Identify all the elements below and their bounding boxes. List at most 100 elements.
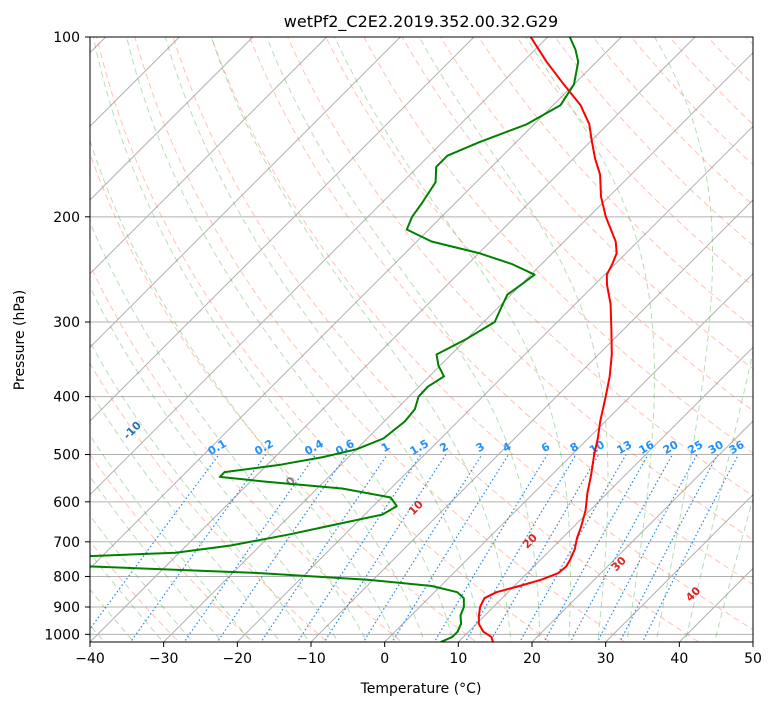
x-axis-label: Temperature (°C) [360,681,482,697]
dry-adiabat [630,37,753,166]
mixing-ratio-line [619,454,719,642]
x-tick-label: 0 [380,651,389,667]
mixing-ratio-line [260,454,388,642]
x-tick-label: 20 [523,651,541,667]
y-tick-label: 100 [53,30,80,46]
dry-adiabat [90,152,477,642]
grid-layer [90,24,775,647]
moist-adiabat [90,552,164,642]
x-tick-label: −20 [223,651,253,667]
x-tick-label: 50 [744,651,762,667]
mixing-ratio-line [641,454,739,642]
mixing-ratio-line [362,454,483,642]
mixing-ratio-label: 2 [438,440,451,455]
x-tick-label: 30 [597,651,615,667]
isotherm--80 [90,37,401,349]
y-tick-label: 600 [53,495,80,511]
dry-adiabat [90,453,254,642]
moist-adiabat [92,37,426,642]
isotherm--90 [90,37,328,275]
isotherm--60 [90,37,549,496]
moist-adiabat [684,349,753,642]
moist-adiabat [90,220,368,642]
y-tick-label: 1000 [44,627,80,643]
moist-adiabat-label: 30 [609,554,629,574]
dry-adiabat [90,362,329,642]
x-tick-label: 10 [449,651,467,667]
moist-adiabat [418,37,609,642]
dry-adiabat [478,37,753,328]
mixing-ratio-line [323,454,447,642]
mixing-ratio-line [129,454,267,642]
mixing-ratio-label: 3 [474,440,487,455]
chart-title: wetPf2_C2E2.2019.352.00.32.G29 [284,12,558,32]
moist-adiabat [90,390,281,642]
dry-adiabat [516,37,753,287]
mixing-ratio-line [216,454,348,642]
moist-adiabat [525,37,656,642]
isotherm--40 [90,37,696,642]
y-axis-label: Pressure (hPa) [12,290,28,390]
moist-adiabat [90,475,223,642]
dry-adiabat [210,37,753,631]
dry-adiabat [90,264,403,642]
mixing-ratio-line [596,454,698,642]
dry-adiabat [401,37,753,412]
dry-adiabat [439,37,753,370]
mixing-ratio-line [90,454,220,630]
mixing-ratio-line [296,454,422,642]
isotherm--50 [90,37,622,570]
isotherm-0 [384,272,753,642]
moist-adiabat [90,514,194,642]
dry-adiabat [172,37,700,642]
x-tick-label: −40 [75,651,105,667]
moist-adiabat [90,138,397,642]
moist-adiabat-label: 20 [520,531,540,551]
moist-adiabat [90,286,339,642]
temperature-line [477,37,618,642]
isotherm--100 [90,37,254,201]
dry-adiabat [363,37,753,454]
dry-adiabat [554,37,753,247]
y-tick-label: 400 [53,390,80,406]
plot-frame [89,36,754,643]
moist-adiabat [210,37,512,642]
mixing-ratio-line [391,454,510,642]
isotherm-20 [531,420,753,642]
x-axis: −40 −30 −20 −10 0 10 20 30 40 50 [75,642,762,667]
dry-adiabat [668,37,753,126]
dry-adiabat [248,37,753,585]
mixing-ratio-label: 6 [539,440,552,455]
y-tick-label: 900 [53,600,80,616]
mixing-ratio-line [569,454,673,642]
dry-adiabat [745,37,753,46]
y-tick-label: 300 [53,315,80,331]
x-tick-label: −10 [296,651,326,667]
dry-adiabat [287,37,753,541]
isotherm--20 [236,125,753,642]
y-axis: 1000 900 800 700 600 500 400 300 200 100 [44,30,90,643]
dry-adiabat [771,24,775,647]
moist-adiabat-label: 0 [283,474,298,489]
isotherm-10 [457,346,753,642]
mixing-ratio-line [464,454,577,642]
y-tick-label: 500 [53,448,80,464]
y-tick-label: 700 [53,535,80,551]
isotherm-30 [605,493,753,642]
moist-adiabat [126,37,454,642]
y-tick-label: 800 [53,569,80,585]
moist-adiabat [164,37,483,642]
moist-adiabat [90,434,252,642]
isotherm--70 [90,37,475,422]
dry-adiabat [325,37,753,497]
moist-adiabat-label: 10 [406,498,426,518]
moist-adiabat [90,588,135,642]
moist-adiabat [713,497,753,642]
series-layer [90,37,618,642]
dry-adiabat [707,37,753,86]
isotherm-50 [752,641,753,642]
dry-adiabat [134,37,626,642]
isotherm-40 [678,567,753,642]
